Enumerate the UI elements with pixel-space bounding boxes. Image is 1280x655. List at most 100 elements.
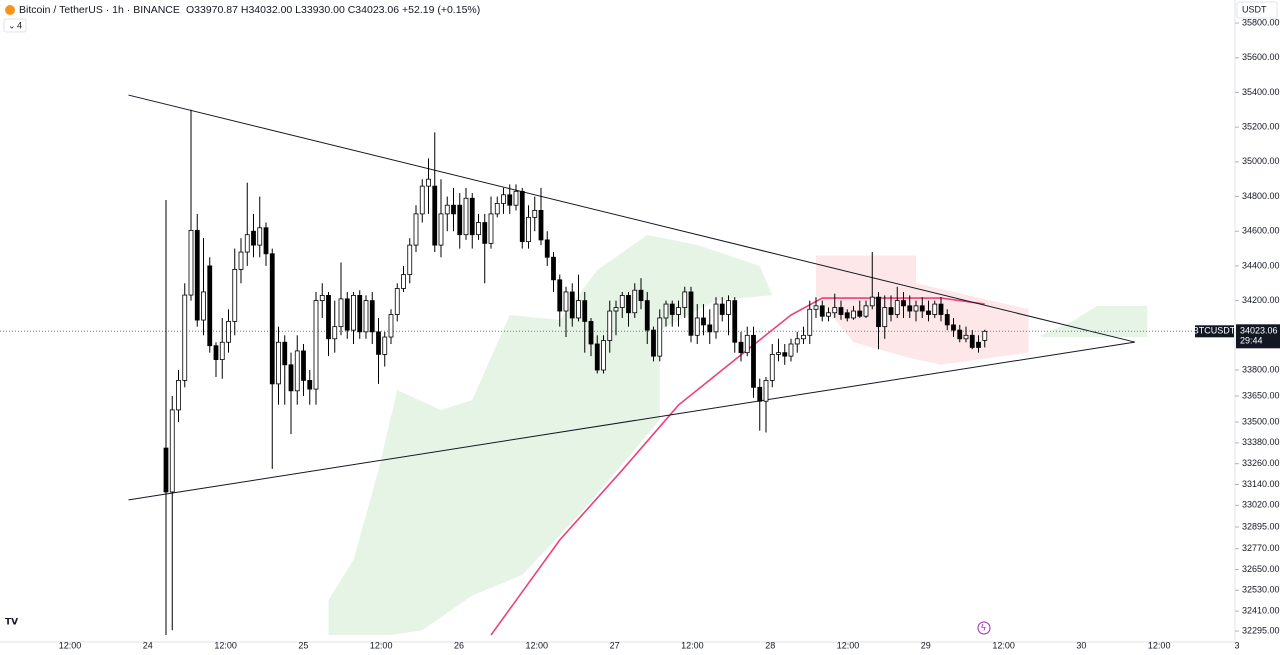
candle-body <box>844 312 850 319</box>
symbol-badge <box>1195 325 1234 338</box>
candle-body <box>926 310 931 315</box>
candle-body <box>557 279 563 312</box>
candle-body <box>888 307 894 315</box>
candle-body <box>394 288 400 315</box>
candle-body <box>751 334 756 388</box>
candle-body <box>963 334 969 340</box>
candle-body <box>769 353 775 381</box>
candle-body <box>582 300 588 322</box>
candle-body <box>351 295 356 331</box>
coin-icon <box>5 5 15 15</box>
y-tick-label: 35000.00 <box>1242 156 1280 166</box>
cloud-area <box>328 235 773 636</box>
candle-body <box>276 341 281 385</box>
event-icon[interactable] <box>977 621 991 635</box>
candle-body <box>476 222 481 236</box>
candle-body <box>969 334 975 348</box>
candle-body <box>707 324 713 333</box>
x-tick-label: 24 <box>143 640 153 650</box>
candle-body <box>738 341 744 354</box>
y-tick-label: 33380.00 <box>1242 437 1280 447</box>
candle-body <box>901 300 906 307</box>
y-tick-label: 33260.00 <box>1242 458 1280 468</box>
candle-body <box>601 340 606 371</box>
candle-body <box>182 294 188 381</box>
candle-body <box>851 310 856 319</box>
y-tick-label: 34600.00 <box>1242 226 1280 236</box>
candle-body <box>801 334 806 340</box>
candle-body <box>688 291 694 336</box>
candle-body <box>907 305 913 312</box>
candle-body <box>463 197 469 236</box>
candle-body <box>588 321 594 345</box>
candle-body <box>757 386 763 402</box>
y-tick-label: 33650.00 <box>1242 390 1280 400</box>
cloud-area <box>1041 305 1148 338</box>
candle-body <box>219 341 225 360</box>
candle-body <box>488 213 494 244</box>
candle-body <box>169 409 175 493</box>
symbol-label: BTCUSDT <box>1193 326 1236 336</box>
candle-body <box>163 447 169 493</box>
candle-body <box>663 303 669 319</box>
candle-body <box>713 303 719 333</box>
candle-body <box>619 295 625 308</box>
indicator-count: 4 <box>17 20 22 30</box>
candle-body <box>551 256 556 281</box>
y-tick-label: 35800.00 <box>1242 17 1280 27</box>
candle-body <box>257 227 263 246</box>
y-tick-label: 33500.00 <box>1242 416 1280 426</box>
y-tick-label: 32650.00 <box>1242 564 1280 574</box>
candle-body <box>838 307 844 315</box>
candle-body <box>794 338 800 345</box>
candle-body <box>201 291 206 321</box>
candle-body <box>626 295 631 314</box>
currency-button[interactable] <box>1236 1 1278 19</box>
price-label: 34023.06 <box>1240 326 1278 336</box>
y-tick-label: 33800.00 <box>1242 364 1280 374</box>
x-tick-label: 3 <box>1234 640 1239 650</box>
candle-body <box>869 296 875 307</box>
candle-body <box>269 253 275 385</box>
x-tick-label: 25 <box>298 640 308 650</box>
candle-body <box>376 331 381 355</box>
candle-body <box>813 305 819 310</box>
candle-body <box>826 312 831 317</box>
candle-body <box>519 190 525 243</box>
candle-body <box>313 300 319 390</box>
candle-body <box>957 329 963 340</box>
candle-body <box>594 343 600 371</box>
candle-body <box>501 194 506 204</box>
candle-body <box>332 326 338 340</box>
y-tick-label: 32410.00 <box>1242 605 1280 615</box>
y-tick-label: 32530.00 <box>1242 585 1280 595</box>
overlay-line <box>128 94 1135 343</box>
countdown-label: 29:44 <box>1240 336 1263 346</box>
candle-body <box>457 204 463 236</box>
candle-body <box>763 380 769 402</box>
x-tick-label: 12:00 <box>681 640 704 650</box>
candle-body <box>326 295 331 340</box>
x-tick-label: 12:00 <box>526 640 549 650</box>
candle-body <box>413 213 419 246</box>
candle-body <box>638 289 644 302</box>
candle-body <box>732 300 738 343</box>
candle-body <box>876 296 881 328</box>
candle-body <box>432 185 438 246</box>
candle-body <box>719 303 725 315</box>
candle-body <box>444 204 450 215</box>
x-tick-label: 12:00 <box>1148 640 1171 650</box>
candle-body <box>657 317 663 357</box>
x-tick-label: 30 <box>1076 640 1086 650</box>
candle-body <box>207 265 213 347</box>
candle-body <box>644 300 650 331</box>
plot-area <box>0 94 1235 636</box>
y-tick-label: 33020.00 <box>1242 500 1280 510</box>
indicator-toggle[interactable] <box>3 18 27 33</box>
candle-body <box>438 213 444 246</box>
candle-body <box>882 307 888 328</box>
y-tick-label: 35200.00 <box>1242 122 1280 132</box>
candle-body <box>469 197 475 236</box>
price-badge <box>1236 324 1280 349</box>
